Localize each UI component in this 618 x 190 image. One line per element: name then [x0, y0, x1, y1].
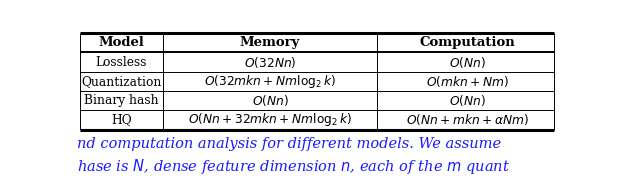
Text: $O(32mkn+Nm\log_2 k)$: $O(32mkn+Nm\log_2 k)$ [204, 73, 336, 90]
Text: Model: Model [99, 36, 145, 49]
Text: Computation: Computation [420, 36, 515, 49]
Text: hase is $N$, dense feature dimension $n$, each of the $m$ quant: hase is $N$, dense feature dimension $n$… [77, 157, 510, 176]
Text: $O(Nn+mkn+\alpha Nm)$: $O(Nn+mkn+\alpha Nm)$ [406, 112, 529, 127]
Text: $O(Nn+32mkn+Nm\log_2 k)$: $O(Nn+32mkn+Nm\log_2 k)$ [188, 112, 352, 128]
Text: HQ: HQ [111, 113, 132, 126]
Text: nd computation analysis for different models. We assume: nd computation analysis for different mo… [77, 137, 501, 151]
Text: Lossless: Lossless [96, 55, 147, 69]
Text: $O(Nn)$: $O(Nn)$ [252, 93, 289, 108]
Text: Memory: Memory [240, 36, 300, 49]
Text: $O(Nn)$: $O(Nn)$ [449, 55, 486, 70]
Text: Binary hash: Binary hash [84, 94, 159, 107]
Text: $O(32Nn)$: $O(32Nn)$ [243, 55, 296, 70]
Text: Quantization: Quantization [82, 75, 162, 88]
Text: $O(mkn+Nm)$: $O(mkn+Nm)$ [426, 74, 509, 89]
Text: $O(Nn)$: $O(Nn)$ [449, 93, 486, 108]
